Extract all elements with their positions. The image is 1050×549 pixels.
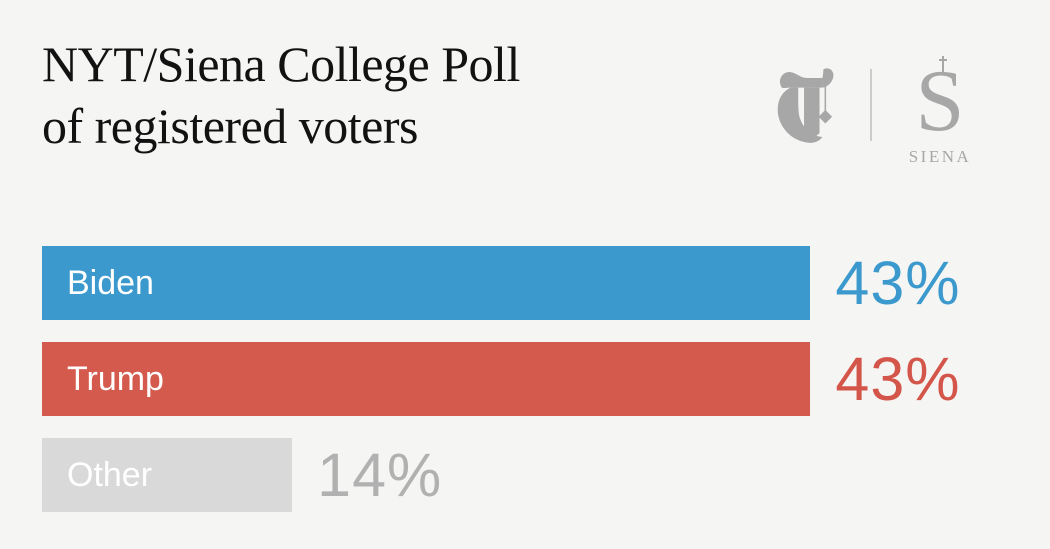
bar-value-label: 14%: [317, 441, 443, 509]
bar-row-trump: Trump 43%: [42, 342, 961, 416]
siena-dome-spire-icon: [939, 56, 948, 72]
siena-wordmark: SIENA: [908, 147, 972, 166]
nyt-times-logo-icon: [777, 68, 834, 143]
bar-category-label: Trump: [67, 359, 164, 398]
bar-value-label: 43%: [835, 345, 961, 413]
bar-value-label: 43%: [835, 249, 961, 317]
siena-monogram-letter: S: [915, 53, 965, 150]
bar-row-biden: Biden 43%: [42, 246, 961, 320]
bar-category-label: Other: [67, 455, 153, 494]
chart-title-line2: of registered voters: [42, 98, 418, 154]
bar-biden: Biden: [42, 246, 811, 320]
siena-monogram-icon: S: [916, 56, 964, 146]
chart-title-line1: NYT/Siena College Poll: [42, 36, 520, 92]
bar-row-other: Other 14%: [42, 438, 961, 512]
bar-trump: Trump: [42, 342, 811, 416]
logo-divider: [870, 69, 872, 141]
siena-logo: S SIENA: [904, 56, 976, 167]
bar-other: Other: [42, 438, 293, 512]
chart-title: NYT/Siena College Poll of registered vot…: [42, 33, 520, 157]
bar-category-label: Biden: [67, 263, 154, 302]
bar-chart: Biden 43% Trump 43% Other 14%: [42, 246, 961, 534]
logo-group: S SIENA: [774, 56, 976, 167]
